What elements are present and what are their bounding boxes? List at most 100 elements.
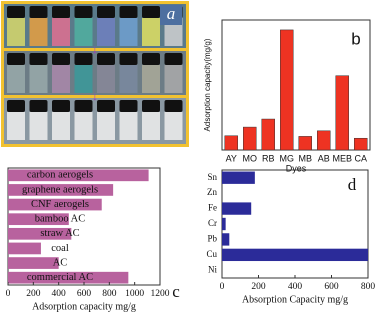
panel-label: d: [348, 175, 357, 194]
bar: [8, 198, 102, 211]
vial-cap: [7, 6, 25, 18]
x-tick-label: 0: [6, 289, 11, 299]
plot-frame: [221, 19, 371, 151]
category-label: Sn: [207, 172, 217, 182]
vial-cap: [97, 6, 115, 18]
bar: [280, 29, 294, 151]
bar: [261, 118, 275, 151]
bar: [224, 135, 238, 151]
x-tick-label: 0: [220, 282, 225, 292]
x-tick-label: 1000: [125, 289, 144, 299]
x-axis-title: Dyes: [286, 163, 307, 173]
bar: [8, 242, 41, 255]
bar: [222, 171, 255, 184]
arrow: ↓: [92, 89, 98, 103]
category-label: Pb: [207, 233, 217, 243]
x-tick-label: MG: [280, 153, 295, 163]
category-label: Zn: [207, 187, 217, 197]
bar: [222, 217, 226, 231]
vial-cap: [97, 53, 115, 65]
panel-label: a: [167, 4, 176, 23]
vial: [74, 18, 93, 46]
x-tick-label: 200: [251, 282, 266, 292]
vial: [52, 18, 70, 46]
bar: [335, 75, 349, 151]
category-label: CNF aerogels: [31, 199, 89, 210]
x-tick-label: 600: [77, 289, 92, 299]
category-label: Fe: [208, 203, 217, 213]
x-axis-title: Adsorption capacity mg/g: [32, 301, 136, 312]
vial-cap: [119, 53, 138, 65]
x-tick-label: 400: [288, 282, 303, 292]
category-label: bamboo AC: [35, 214, 85, 225]
panel-label: c: [172, 282, 180, 301]
chart-panel: c carbon aerogels graphene aerogels CNF aer…: [6, 167, 180, 312]
vial-cap: [164, 53, 183, 65]
arrow: ↓: [92, 42, 98, 56]
vial: [52, 65, 70, 93]
x-tick-label: AB: [318, 153, 330, 163]
vial: [164, 112, 183, 140]
vial-cap: [7, 100, 25, 112]
vial: [97, 18, 115, 46]
bar: [8, 213, 69, 226]
vial-cap: [29, 53, 48, 65]
vial: [29, 65, 48, 93]
vial: [142, 112, 160, 140]
bar: [8, 257, 59, 269]
y-axis-title: Adsorption capacity(mg/g): [203, 38, 212, 131]
vial-cap: [119, 6, 138, 18]
vial-cap: [119, 100, 138, 112]
vial: [119, 65, 138, 93]
bar: [222, 248, 368, 262]
vial: [119, 18, 138, 46]
category-label: Cr: [208, 218, 217, 228]
vial: [29, 18, 48, 46]
x-tick-label: MEB: [332, 153, 352, 163]
x-tick-label: MO: [243, 153, 258, 163]
x-axis-title: Absorption Capacity mg/g: [242, 294, 348, 305]
vial-cap: [142, 6, 160, 18]
vial: [52, 112, 70, 140]
vial-cap: [142, 53, 160, 65]
category-label: AC: [53, 257, 68, 268]
vial-cap: [52, 6, 70, 18]
vial-cap: [52, 53, 70, 65]
bar: [8, 271, 129, 284]
chart-panel: b AY MO RB MG MB AB MEB CA Dyes Adsorption capacit…: [203, 19, 371, 173]
vial-cap: [29, 100, 48, 112]
vial-cap: [52, 100, 70, 112]
category-label: carbon aerogels: [27, 170, 93, 181]
x-tick-label: 400: [52, 289, 67, 299]
photo-label-box: [160, 5, 182, 25]
vial: [142, 65, 160, 93]
x-tick-label: 600: [324, 282, 339, 292]
vial-cap: [164, 100, 183, 112]
category-label: graphene aerogels: [22, 184, 98, 195]
bar: [8, 169, 149, 182]
x-tick-label: 800: [361, 282, 376, 292]
x-tick-label: AY: [226, 153, 237, 163]
chart-panel: d Sn Zn Fe Cr Pb Cu Ni0 200 400 600 800 Absorption C…: [206, 169, 376, 305]
vial-cap: [142, 100, 160, 112]
vial: [97, 112, 115, 140]
category-label: Ni: [208, 264, 217, 274]
category-label: coal: [51, 243, 69, 254]
bar: [8, 227, 72, 240]
vial: [97, 65, 115, 93]
x-tick-label: 1200: [151, 289, 170, 299]
vial: [164, 65, 183, 93]
vial-cap: [74, 100, 93, 112]
x-tick-label: 800: [102, 289, 117, 299]
vial-cap: [29, 6, 48, 18]
vial: [7, 65, 25, 93]
photo-panel: ↓ ↓ a: [1, 1, 189, 147]
vial: [29, 112, 48, 140]
bar: [222, 233, 230, 246]
bar: [243, 126, 257, 151]
vial-cap: [7, 53, 25, 65]
x-tick-label: MB: [299, 153, 313, 163]
bar: [317, 130, 331, 151]
vial-cap: [74, 53, 93, 65]
